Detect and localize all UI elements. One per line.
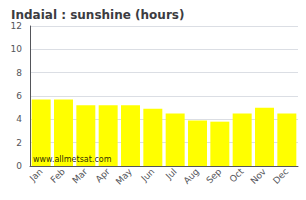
svg-text:Apr: Apr: [94, 166, 112, 184]
svg-text:Indaial : sunshine (hours): Indaial : sunshine (hours): [11, 8, 184, 22]
svg-text:Mar: Mar: [70, 166, 89, 185]
svg-text:www.allmetsat.com: www.allmetsat.com: [33, 155, 112, 164]
svg-text:6: 6: [16, 91, 22, 101]
svg-text:Aug: Aug: [182, 166, 201, 185]
svg-text:Feb: Feb: [49, 166, 68, 185]
svg-text:Nov: Nov: [249, 166, 269, 186]
svg-text:Oct: Oct: [228, 166, 246, 184]
svg-text:May: May: [114, 166, 135, 187]
svg-text:Jan: Jan: [27, 166, 45, 184]
svg-text:4: 4: [16, 114, 22, 124]
svg-text:Jul: Jul: [163, 166, 178, 181]
svg-text:10: 10: [11, 44, 23, 54]
svg-text:0: 0: [16, 161, 22, 171]
svg-text:12: 12: [11, 21, 22, 31]
svg-text:8: 8: [16, 68, 22, 78]
svg-text:2: 2: [16, 138, 22, 148]
svg-text:Dec: Dec: [271, 166, 290, 185]
svg-text:Jun: Jun: [139, 166, 157, 184]
svg-text:Sep: Sep: [204, 166, 223, 185]
